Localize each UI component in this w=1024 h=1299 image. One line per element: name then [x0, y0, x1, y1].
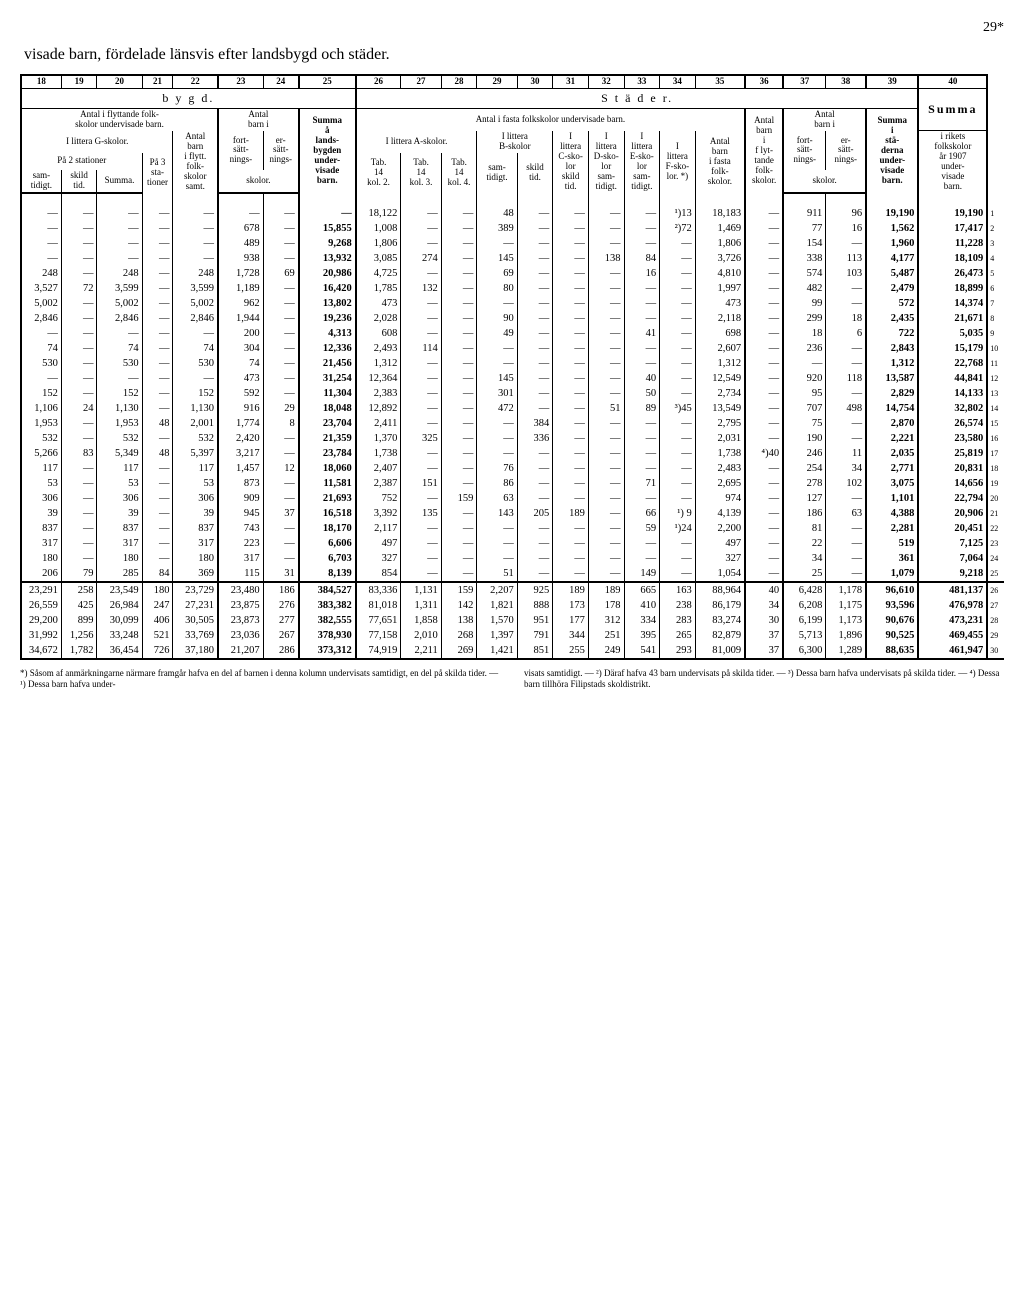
table-row: —————489—9,2681,806————————1,806—154—1,9… [21, 236, 1004, 251]
table-row: 117—117—1171,4571218,0602,407——76—————2,… [21, 461, 1004, 476]
table-row: 248—248—2481,7286920,9864,725——69———16—4… [21, 266, 1004, 281]
footnote-right: visats samtidigt. — ²) Däraf hafva 43 ba… [524, 668, 1004, 691]
table-row: —————678—15,8551,008——389————²)721,469—7… [21, 221, 1004, 236]
table-row: 5,266835,349485,3973,217—23,7841,738————… [21, 446, 1004, 461]
table-row: ————————18,122——48————¹)1318,183—9119619… [21, 206, 1004, 221]
table-row: 837—837—837743—18,1702,117——————59¹)242,… [21, 521, 1004, 536]
table-row: 1,953—1,953482,0011,774823,7042,411———38… [21, 416, 1004, 431]
table-row: 5,002—5,002—5,002962—13,802473————————47… [21, 296, 1004, 311]
table-row: 530—530—53074—21,4561,312————————1,312——… [21, 356, 1004, 371]
table-row: 31,9921,25633,24852133,76923,036267378,9… [21, 628, 1004, 643]
page-number: 29* [20, 20, 1004, 36]
table-row: 2067928584369115318,139854——51———149—1,0… [21, 566, 1004, 582]
table-row: —————938—13,9323,085274—145——13884—3,726… [21, 251, 1004, 266]
page-title: visade barn, fördelade länsvis efter lan… [24, 46, 1000, 64]
table-row: 317—317—317223—6,606497————————497—22—51… [21, 536, 1004, 551]
column-numbers-row: 18192021 22 2324 25 262728 2930 31323334… [21, 75, 1004, 88]
table-body: ————————18,122——48————¹)1318,183—9119619… [21, 193, 1004, 659]
table-row: 29,20089930,09940630,50523,873277382,555… [21, 613, 1004, 628]
table-row: 23,29125823,54918023,72923,480186384,527… [21, 582, 1004, 598]
table-row: 26,55942526,98424727,23123,875276383,382… [21, 598, 1004, 613]
table-row: 532—532—5322,420—21,3591,370325——336————… [21, 431, 1004, 446]
table-row: 39—39—399453716,5183,392135—143205189—66… [21, 506, 1004, 521]
table-row: 3,527723,599—3,5991,189—16,4201,785132—8… [21, 281, 1004, 296]
footnotes: *) Såsom af anmärkningarne närmare framg… [20, 668, 1004, 691]
table-row: 34,6721,78236,45472637,18021,207286373,3… [21, 643, 1004, 659]
table-row: —————200—4,313608——49———41—698—1867225,0… [21, 326, 1004, 341]
footnote-left: *) Såsom af anmärkningarne närmare framg… [20, 668, 500, 691]
table-row: —————473—31,25412,364——145———40—12,549—9… [21, 371, 1004, 386]
table-row: 306—306—306909—21,693752—15963—————974—1… [21, 491, 1004, 506]
table-row: 1,106241,130—1,1309162918,04812,892——472… [21, 401, 1004, 416]
table-row: 180—180—180317—6,703327————————327—34—36… [21, 551, 1004, 566]
group-header-row: b y g d. S t ä d e r. Summa [21, 88, 1004, 108]
statistics-table: 18192021 22 2324 25 262728 2930 31323334… [20, 74, 1004, 660]
table-row: 74—74—74304—12,3362,493114———————2,607—2… [21, 341, 1004, 356]
header-row-3: I littera G-skolor. Antal barn i flytt. … [21, 131, 1004, 153]
table-row: 2,846—2,846—2,8461,944—19,2362,028——90——… [21, 311, 1004, 326]
table-row: 53—53—53873—11,5812,387151—86———71—2,695… [21, 476, 1004, 491]
header-row-2: Antal i flyttande folk- skolor undervisa… [21, 109, 1004, 131]
table-row: 152—152—152592—11,3042,383——301———50—2,7… [21, 386, 1004, 401]
